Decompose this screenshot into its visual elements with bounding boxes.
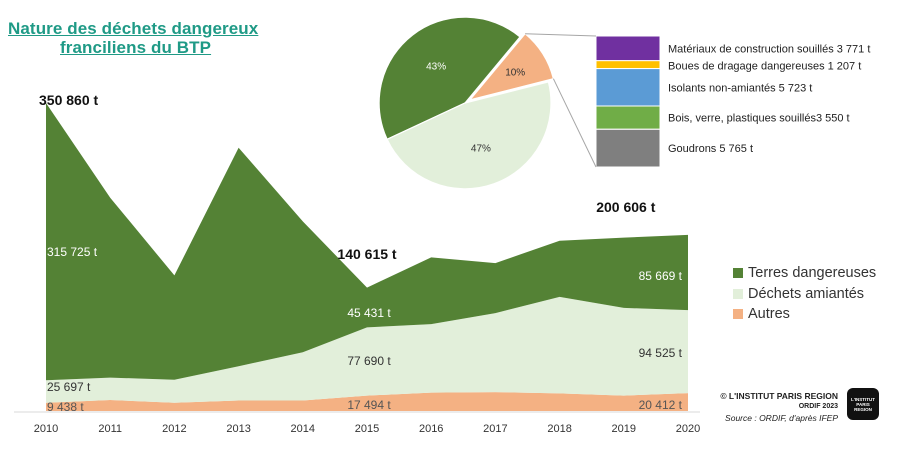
- label-terres-2010: 315 725 t: [47, 245, 98, 259]
- label-amiantes-2015: 77 690 t: [347, 354, 391, 368]
- logo-text-3: REGION: [854, 406, 872, 412]
- total-2019: 200 606 t: [596, 199, 655, 215]
- x-tick-label: 2016: [419, 423, 443, 435]
- pie-label: 43%: [426, 62, 446, 73]
- x-tick-label: 2017: [483, 423, 507, 435]
- connector-top: [525, 33, 597, 37]
- logo-text-2: PARIS: [856, 401, 870, 407]
- logo-text-1: L'INSTITUT: [850, 396, 876, 402]
- breakdown-label-materiaux: Matériaux de construction souillés 3 771…: [668, 43, 870, 55]
- label-amiantes-2010: 25 697 t: [47, 380, 91, 394]
- breakdown-label-boues: Boues de dragage dangereuses 1 207 t: [668, 61, 861, 73]
- chart-title-line-1: Nature des déchets dangereux: [8, 19, 259, 38]
- breakdown-label-isolants: Isolants non-amiantés 5 723 t: [668, 82, 812, 94]
- x-tick-label: 2011: [98, 423, 122, 435]
- x-tick-label: 2018: [547, 423, 571, 435]
- credit-ordif: ORDIF 2023: [798, 403, 838, 410]
- credit-institut: © L'INSTITUT PARIS REGION: [720, 391, 838, 401]
- breakdown-label-bois: Bois, verre, plastiques souillés3 550 t: [668, 113, 850, 125]
- legend-swatch-autres: [733, 309, 743, 320]
- x-tick-label: 2013: [226, 423, 250, 435]
- data-labels: 315 725 t 25 697 t 9 438 t 45 431 t 77 690 t…: [39, 92, 683, 414]
- credit-source: Source : ORDIF, d'après IFEP: [725, 413, 838, 423]
- label-autres-2015: 17 494 t: [347, 398, 391, 412]
- x-axis: 2010 2011 2012 2013 2014 2015 2016 2017 2018 2019…: [14, 411, 700, 435]
- x-tick-label: 2014: [291, 423, 315, 435]
- label-terres-2015: 45 431 t: [347, 306, 391, 320]
- breakdown-segment-materiaux: [595, 35, 661, 62]
- legend-item-amiantes: Déchets amiantés: [733, 284, 876, 305]
- pie-label: 10%: [505, 67, 525, 78]
- pie-slice-terres: [378, 16, 521, 141]
- pie-chart: 43% 10% 47%: [378, 16, 555, 190]
- legend-item-terres: Terres dangereuses: [733, 263, 876, 284]
- area-layer: [46, 103, 688, 411]
- label-autres-2010: 9 438 t: [47, 400, 84, 414]
- x-tick-label: 2012: [162, 423, 186, 435]
- breakdown-segment-bois: [595, 105, 661, 130]
- legend-label-terres: Terres dangereuses: [748, 265, 877, 282]
- x-tick-label: 2019: [612, 423, 636, 435]
- breakdown-segment-boues: [595, 60, 661, 70]
- chart-title-line-2: franciliens du BTP: [60, 38, 212, 57]
- total-2015: 140 615 t: [337, 246, 396, 262]
- label-amiantes-2020: 94 525 t: [639, 346, 683, 360]
- legend-item-autres: Autres: [733, 304, 876, 325]
- area-terres-dangereuses: [46, 103, 688, 381]
- legend-label-amiantes: Déchets amiantés: [748, 285, 865, 302]
- x-tick-label: 2020: [676, 423, 700, 435]
- breakdown-segment-isolants: [595, 68, 661, 107]
- x-tick-label: 2010: [34, 423, 58, 435]
- breakdown-label-goudrons: Goudrons 5 765 t: [668, 143, 753, 155]
- area-autres: [46, 392, 688, 411]
- legend-swatch-amiantes: [733, 288, 743, 299]
- pie-label: 47%: [471, 144, 491, 155]
- legend: Terres dangereuses Déchets amiantés Autr…: [733, 263, 876, 325]
- pie-slice-amiantes: [386, 81, 552, 190]
- label-autres-2020: 20 412 t: [639, 398, 683, 412]
- area-d-chets-amiant-s: [46, 296, 688, 403]
- breakdown-bar: Matériaux de construction souillés 3 771…: [525, 33, 870, 168]
- connector-bottom: [552, 78, 597, 168]
- breakdown-segment-goudrons: [595, 128, 661, 168]
- total-2010: 350 860 t: [39, 92, 98, 108]
- legend-swatch-terres: [733, 268, 743, 279]
- institut-logo: L'INSTITUT PARIS REGION: [847, 388, 879, 420]
- legend-label-autres: Autres: [748, 306, 790, 323]
- x-tick-label: 2015: [355, 423, 379, 435]
- label-terres-2020: 85 669 t: [639, 269, 683, 283]
